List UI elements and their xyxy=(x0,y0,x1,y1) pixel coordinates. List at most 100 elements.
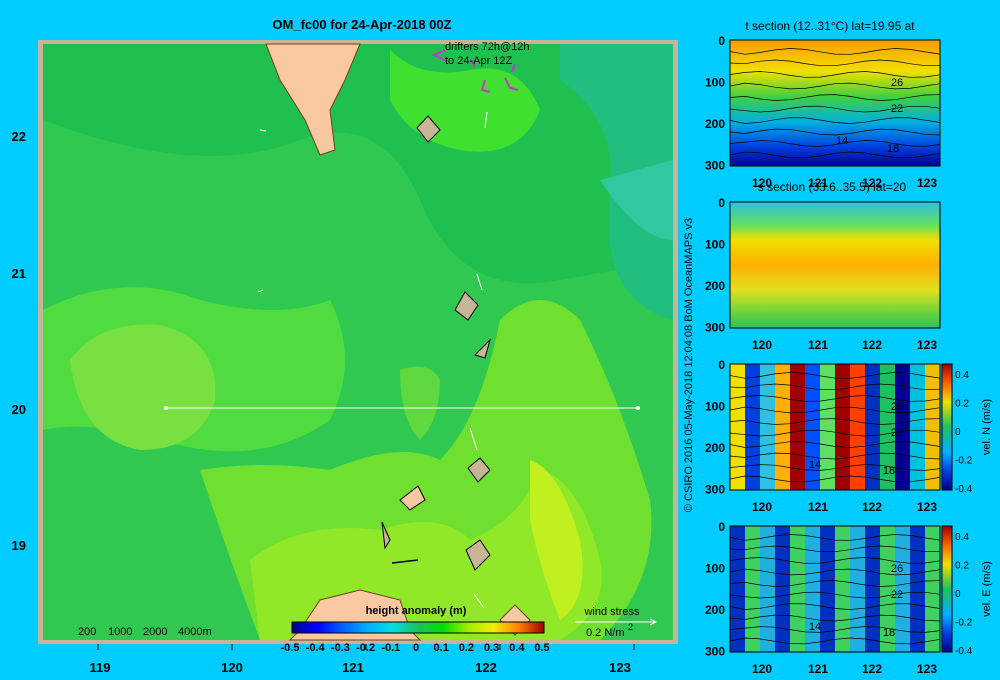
section-panel-3: 0 100 200 300 120 121 122 123 26 22 14 18 0.4 0.2 0 -0.… xyxy=(705,358,973,514)
colorbar-tick: -0.2 xyxy=(356,642,375,654)
contour-line xyxy=(729,568,941,576)
section-cell xyxy=(895,364,911,490)
section-cell xyxy=(775,526,791,652)
section-cell xyxy=(820,364,836,490)
panel-ytick: 100 xyxy=(705,400,725,414)
map-ytick-22: 22 xyxy=(12,129,26,144)
depth-legend-1000: 1000 xyxy=(108,626,132,638)
panel-xtick: 120 xyxy=(752,176,772,190)
panel-ytick: 300 xyxy=(705,321,725,335)
contour-label: 22 xyxy=(891,589,903,601)
vel-colorbar-tick: 0 xyxy=(955,589,961,600)
section-cell xyxy=(835,526,851,652)
section-cell xyxy=(805,364,821,490)
contour-line xyxy=(729,580,941,587)
contour-line xyxy=(729,59,940,67)
panel-xtick: 122 xyxy=(862,662,882,676)
panel-xtick: 120 xyxy=(752,662,772,676)
vele-colorbar: vel. E (m/s) xyxy=(941,525,993,653)
section-cell xyxy=(865,526,881,652)
panel-frame xyxy=(729,39,941,167)
colorbar-tick: 0.1 xyxy=(434,642,449,654)
map-xtick-122: 122 xyxy=(475,660,497,675)
vel-colorbar-tick: 0.2 xyxy=(955,561,969,572)
panel-ytick: 300 xyxy=(705,483,725,497)
vel-colorbar-tick: 0.4 xyxy=(955,532,969,543)
map-y-ticks: 22 21 20 19 xyxy=(12,129,26,553)
panel-xtick: 122 xyxy=(862,338,882,352)
depth-legend-200: 200 xyxy=(78,626,96,638)
colorbar-tick: 0.5 xyxy=(534,642,549,654)
panel-xtick: 123 xyxy=(917,662,937,676)
contour-label: 22 xyxy=(891,103,903,115)
colorbar-tick: -0.4 xyxy=(306,642,326,654)
contour-label: 18 xyxy=(883,465,895,477)
map-x-ticks: 119 120 121 122 123 xyxy=(90,644,635,675)
panel-ytick: 100 xyxy=(705,76,725,90)
contour-line xyxy=(729,637,941,645)
map-xtick-120: 120 xyxy=(221,660,243,675)
contour-line xyxy=(729,534,941,541)
colorbar-tick: -0.3 xyxy=(331,642,350,654)
section-cell xyxy=(760,526,776,652)
panel-xtick: 121 xyxy=(808,662,828,676)
contour-line xyxy=(729,395,941,402)
contour-line xyxy=(729,406,941,414)
contour-label: 14 xyxy=(836,135,848,147)
panel-xtick: 122 xyxy=(862,500,882,514)
contour-label: 26 xyxy=(891,77,903,89)
contour-label: 14 xyxy=(809,621,821,633)
vel-colorbar-tick: 0.2 xyxy=(955,399,969,410)
section-cell xyxy=(730,526,746,652)
panel-xtick: 122 xyxy=(862,176,882,190)
panel-ytick: 0 xyxy=(718,358,725,372)
contour-line xyxy=(729,383,940,391)
section-cell xyxy=(730,364,746,490)
veln-label: vel. N (m/s) xyxy=(981,399,993,455)
vel-colorbar-tick: -0.2 xyxy=(955,618,973,629)
section-cell xyxy=(805,526,821,652)
wind-stress-value: 0.2 N/m xyxy=(586,627,625,639)
panel-ytick: 100 xyxy=(705,562,725,576)
colorbar-tick: 0.2 xyxy=(459,642,474,654)
contour-label: 26 xyxy=(891,563,903,575)
section-panel-2: 0 100 200 300 120 121 122 123 xyxy=(705,196,941,352)
drifters-line2: to 24-Apr 12Z xyxy=(445,55,513,67)
panel-ytick: 0 xyxy=(718,34,725,48)
map-ytick-21: 21 xyxy=(12,266,26,281)
contour-line xyxy=(729,372,941,379)
drifters-line1: drifters 72h@12h xyxy=(445,41,530,53)
panel-ytick: 100 xyxy=(705,238,725,252)
map-xtick-119: 119 xyxy=(90,660,111,675)
colorbar-tick: 0.3 xyxy=(484,642,499,654)
panel-xtick: 121 xyxy=(808,500,828,514)
colorbar-tick: 0.4 xyxy=(509,642,525,654)
contour-line xyxy=(729,557,941,564)
panel-ytick: 200 xyxy=(705,117,725,131)
section-cell xyxy=(790,364,806,490)
panel-ytick: 200 xyxy=(705,279,725,293)
section-cell xyxy=(850,364,866,490)
panel-ytick: 300 xyxy=(705,645,725,659)
contour-label: 18 xyxy=(883,627,895,639)
depth-legend-2000: 2000 xyxy=(143,626,167,638)
wind-stress-legend: wind stress 0.2 N/m 2 xyxy=(575,606,658,639)
t-section-title: t section (12..31°C) lat=19.95 at xyxy=(745,19,915,33)
panel-xtick: 120 xyxy=(752,338,772,352)
colorbar-tick: 0 xyxy=(413,642,419,654)
height-colorbar: height anomaly (m) -0.5 -0.4 -0.3 -0.2 -0.1 0… xyxy=(281,605,550,654)
panel-xtick: 120 xyxy=(752,500,772,514)
contour-line xyxy=(729,117,941,124)
section-cell xyxy=(910,364,926,490)
panel-xtick: 123 xyxy=(917,176,937,190)
contour-line xyxy=(729,591,941,599)
contour-line xyxy=(729,626,941,633)
panel-frame xyxy=(729,525,941,653)
contour-line xyxy=(729,151,941,159)
map-xtick-123: 123 xyxy=(609,660,631,675)
section-cell xyxy=(835,364,851,490)
depth-legend-4000: 4000m xyxy=(178,626,212,638)
section-cell xyxy=(880,526,896,652)
contour-line xyxy=(729,105,941,113)
